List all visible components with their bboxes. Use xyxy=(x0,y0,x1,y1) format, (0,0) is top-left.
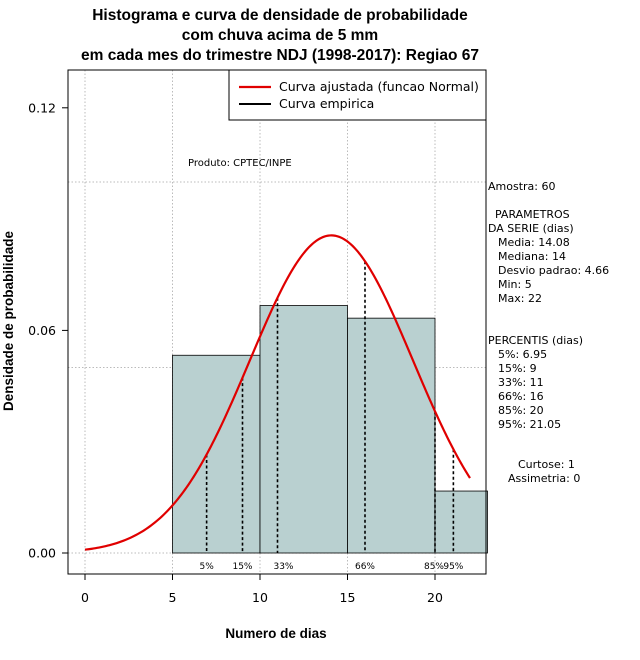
param-title-1: PARAMETROS xyxy=(495,208,570,221)
p85-text: 85%: 20 xyxy=(498,404,544,417)
percentile-label: 5% xyxy=(199,562,214,572)
percentile-label: 85% xyxy=(424,562,444,572)
y-tick-label: 0.12 xyxy=(28,100,56,115)
p15-text: 15%: 9 xyxy=(498,362,537,375)
fitted-normal-curve xyxy=(84,234,471,551)
desvio-text: Desvio padrao: 4.66 xyxy=(498,264,610,277)
x-tick-label: 0 xyxy=(81,590,89,605)
produto-label: Produto: CPTEC/INPE xyxy=(188,158,292,169)
assimetria-text: Assimetria: 0 xyxy=(508,472,581,485)
x-tick-label: 5 xyxy=(169,590,177,605)
max-text: Max: 22 xyxy=(498,292,542,305)
title-line-1: Histograma e curva de densidade de proba… xyxy=(92,7,468,24)
legend-fitted-label: Curva ajustada (funcao Normal) xyxy=(279,79,479,94)
param-title-2: DA SERIE (dias) xyxy=(488,222,574,235)
x-tick-label: 15 xyxy=(340,590,356,605)
min-text: Min: 5 xyxy=(498,278,532,291)
percentile-label: 95% xyxy=(443,562,463,572)
title-line-2: com chuva acima de 5 mm xyxy=(181,27,379,44)
histogram-bar xyxy=(434,490,488,554)
p33-text: 33%: 11 xyxy=(498,376,544,389)
p5-text: 5%: 6.95 xyxy=(498,348,548,361)
percentis-title: PERCENTIS (dias) xyxy=(488,334,584,347)
amostra-text: Amostra: 60 xyxy=(488,180,556,193)
x-tick-label: 10 xyxy=(252,590,268,605)
legend-box: Curva ajustada (funcao Normal) Curva emp… xyxy=(228,69,487,121)
mediana-text: Mediana: 14 xyxy=(498,250,566,263)
p66-text: 66%: 16 xyxy=(498,390,544,403)
axes-layer: 0 5 10 15 20 0.00 0.06 0.12 xyxy=(28,100,443,605)
x-axis-label: Numero de dias xyxy=(225,626,326,641)
percentile-lines-layer: 5% 15% 33% 66% 85% 95% xyxy=(199,261,464,572)
x-tick-label: 20 xyxy=(427,590,443,605)
histogram-bar xyxy=(347,317,436,554)
y-tick-label: 0.00 xyxy=(28,546,56,561)
bars-layer xyxy=(172,305,488,554)
y-axis-label: Densidade de probabilidade xyxy=(1,230,16,411)
curtose-text: Curtose: 1 xyxy=(518,458,575,471)
y-tick-label: 0.06 xyxy=(28,323,56,338)
legend-empirical-label: Curva empirica xyxy=(279,96,374,111)
p95-text: 95%: 21.05 xyxy=(498,418,562,431)
media-text: Media: 14.08 xyxy=(498,236,570,249)
histogram-bar xyxy=(259,305,348,554)
percentile-label: 66% xyxy=(355,562,375,572)
percentile-label: 15% xyxy=(232,562,252,572)
title-line-3: em cada mes do trimestre NDJ (1998-2017)… xyxy=(80,47,479,64)
percentile-label: 33% xyxy=(273,562,293,572)
chart-title: Histograma e curva de densidade de proba… xyxy=(0,6,560,66)
stats-panel: Amostra: 60 PARAMETROS DA SERIE (dias) M… xyxy=(488,180,638,486)
histogram-bar xyxy=(172,354,261,554)
